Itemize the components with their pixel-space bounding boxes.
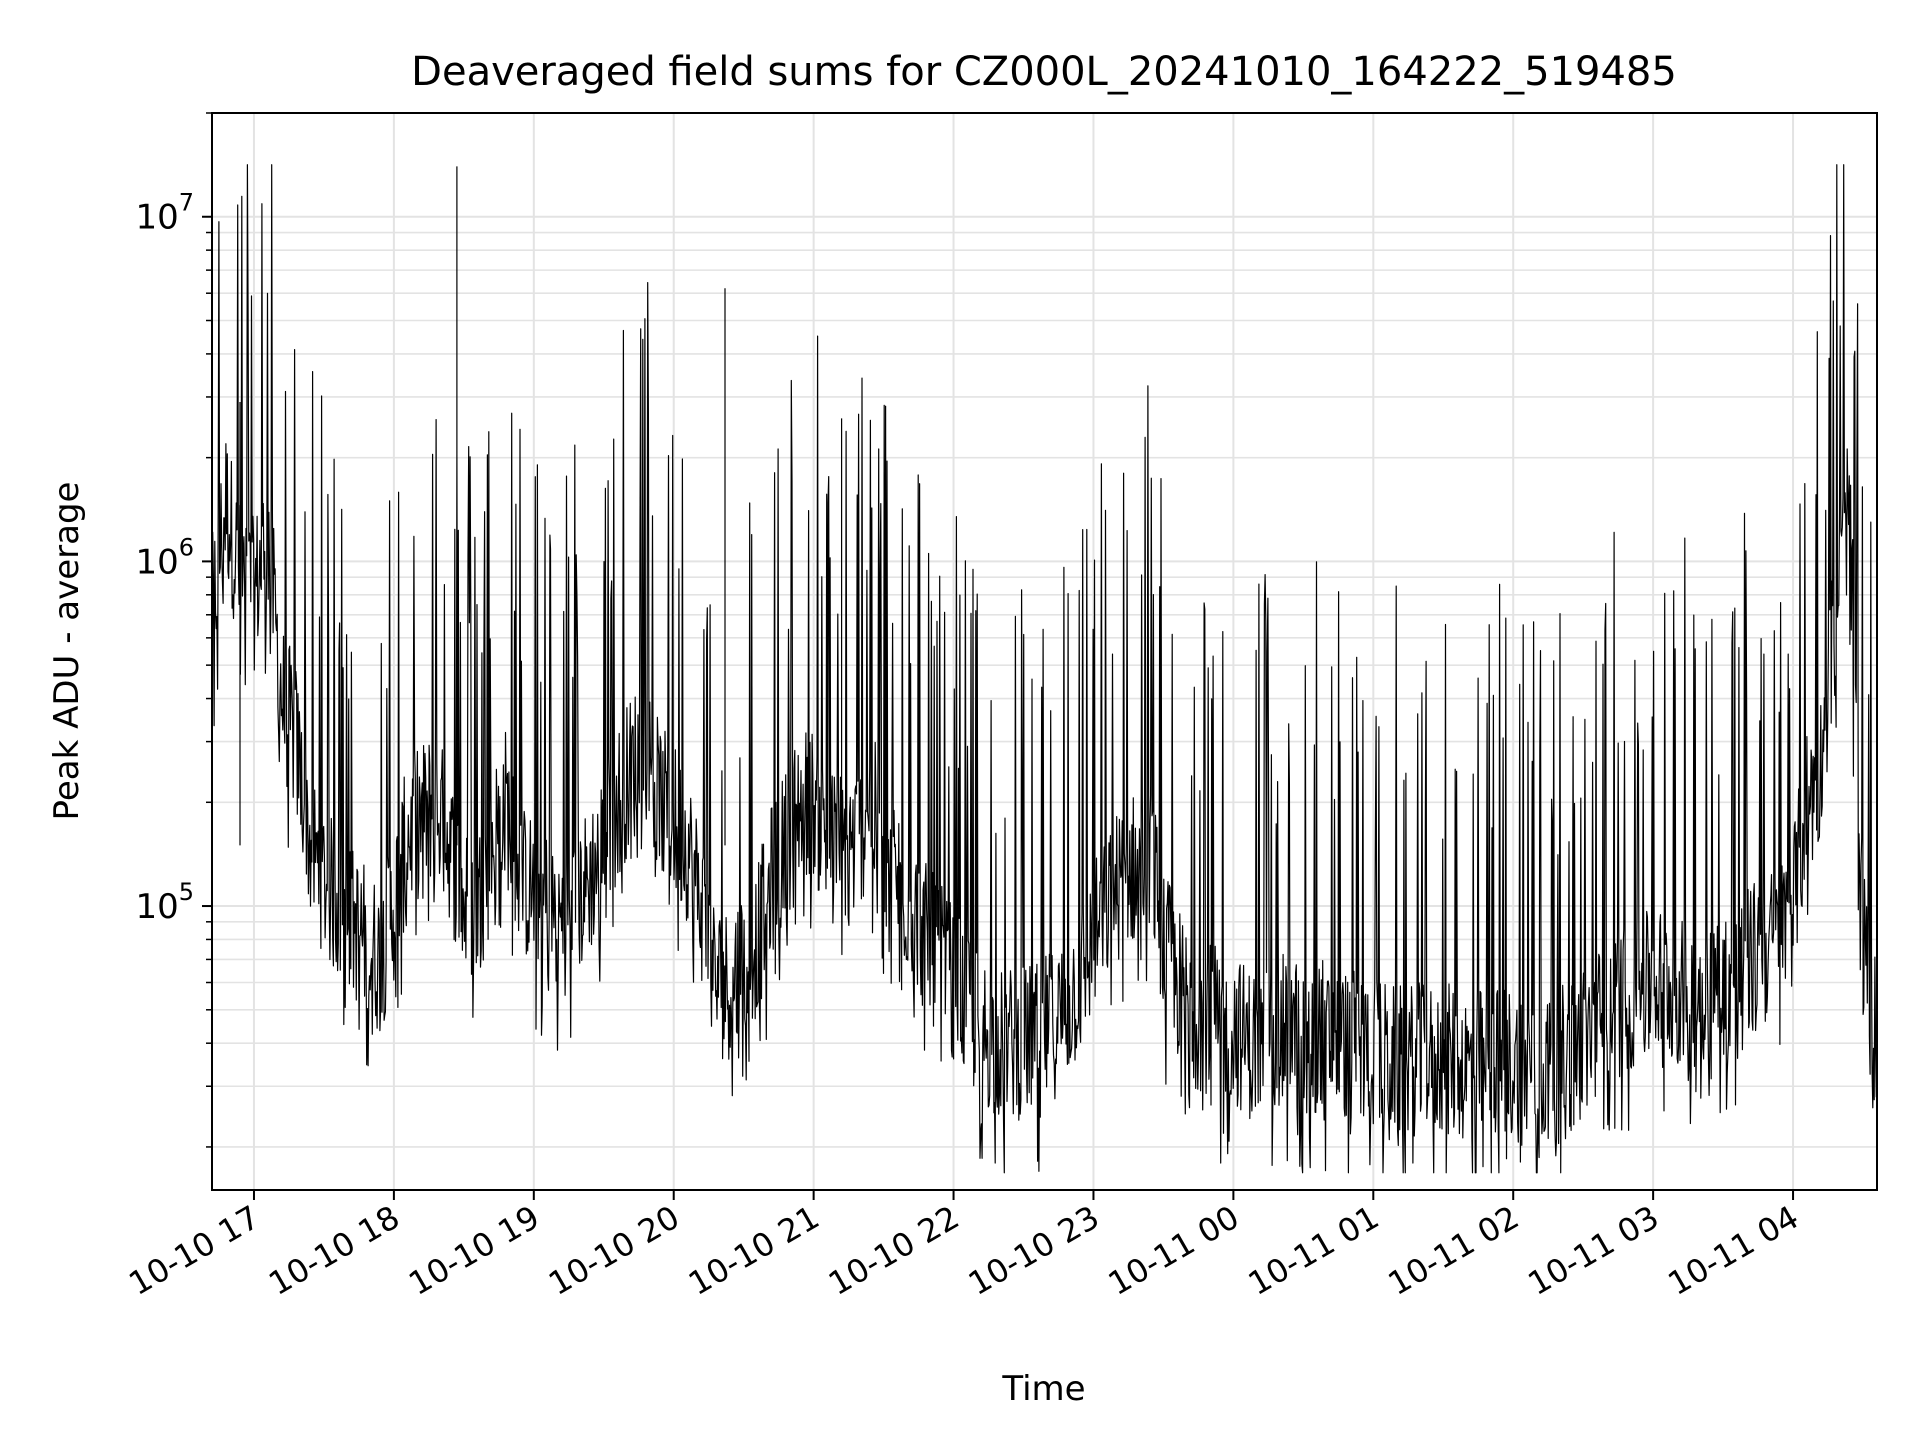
y-tick-exponent: 7 bbox=[179, 189, 194, 217]
y-tick-label: 107 bbox=[135, 189, 194, 238]
y-tick-exponent: 5 bbox=[179, 878, 194, 906]
chart-title: Deaveraged field sums for CZ000L_2024101… bbox=[411, 49, 1677, 95]
series-line bbox=[211, 164, 1878, 1174]
y-tick-base: 10 bbox=[135, 887, 178, 927]
y-tick-label: 106 bbox=[135, 533, 194, 582]
x-axis-label: Time bbox=[1001, 1369, 1085, 1409]
y-tick-base: 10 bbox=[135, 198, 178, 238]
y-axis-label: Peak ADU - average bbox=[47, 482, 87, 821]
plot-frame bbox=[211, 112, 1878, 1191]
y-tick-base: 10 bbox=[135, 542, 178, 582]
y-tick-label: 105 bbox=[135, 878, 194, 927]
y-tick-exponent: 6 bbox=[179, 533, 194, 561]
